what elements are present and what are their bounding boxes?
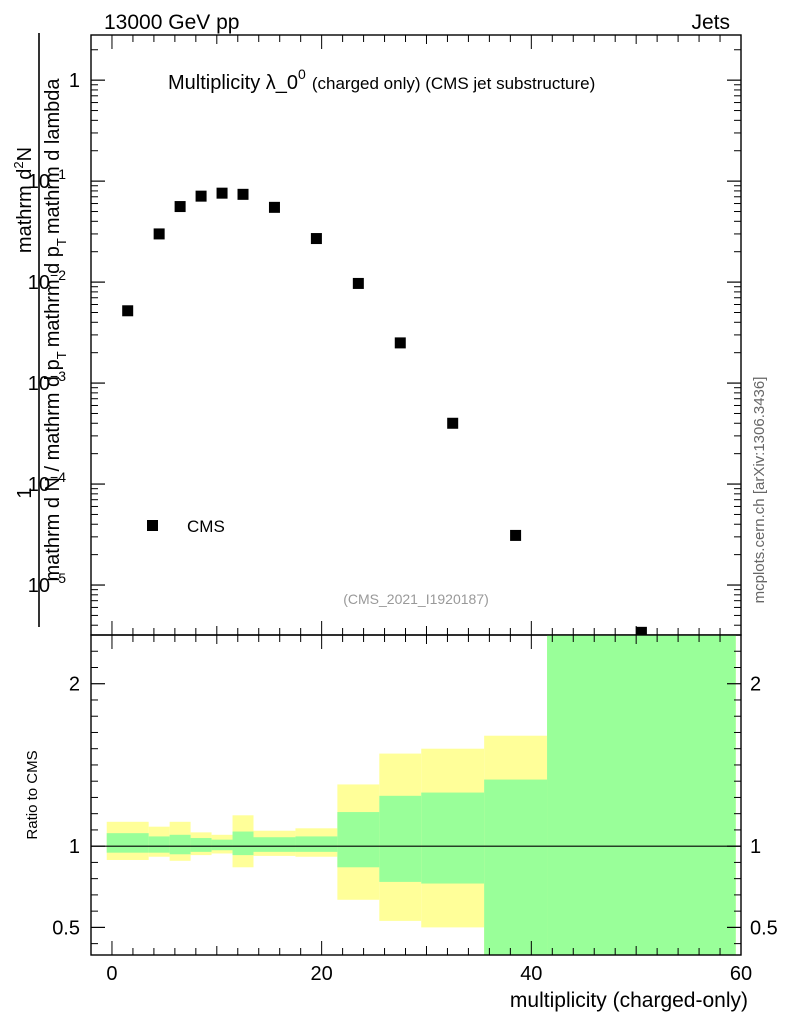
x-tick-label: 20 [311,963,333,985]
y-label-one: 1 [14,487,36,498]
header-left: 13000 GeV pp [104,11,239,34]
y-label-den-right: mathrm d p [42,246,64,347]
ratio-bands [106,635,736,955]
ratio-inner-band [169,834,191,855]
ratio-inner-band [295,836,338,852]
ratio-inner-band [253,837,296,852]
y-label-den-left: mathrm d N / mathrm d p [42,359,64,581]
x-tick-label: 60 [730,963,752,985]
ratio-inner-band [211,839,233,851]
y-tick-label: 1 [69,70,80,92]
data-point [268,201,280,213]
ratio-y-label: Ratio to CMS [24,750,41,839]
y-label-den-right-tail: mathrm d lambda [42,78,64,234]
data-point [216,187,228,199]
data-point [153,228,165,240]
data-point [352,277,364,289]
ratio-y-tick-label-right: 0.5 [750,917,778,939]
data-point [447,417,459,429]
ratio-inner-band [337,812,380,868]
legend-marker [147,520,158,531]
ratio-inner-band [190,838,212,852]
y-label-numerator-right: N [14,147,36,161]
y-label-den-right-sub: T [54,238,69,246]
plot-title: Multiplicity λ_00 (charged only) (CMS jet… [168,66,595,94]
x-tick-label: 0 [106,963,117,985]
y-label-numerator-left: mathrm d [14,169,36,253]
data-point [122,305,134,317]
ratio-frame [90,634,742,956]
y-label-denominator: mathrm d N / mathrm d pTmathrm d pTmathr… [42,78,69,582]
ratio-inner-band [547,635,736,955]
ratio-y-tick-label: 0.5 [52,917,80,939]
ratio-panel: 0.5 0.51 12 20 20 40 60 [52,634,778,985]
y-label-den-left-sub: T [54,351,69,359]
data-point [174,201,186,213]
side-credit: mcplots.cern.ch [arXiv:1306.3436] [751,377,768,604]
main-plot-y-ticks: 110−110−210−310−410−5 [28,35,742,635]
plot-title-sup: 0 [298,66,306,82]
ratio-inner-band [379,795,422,882]
ratio-y-tick-label: 1 [69,836,80,858]
y-label-numerator: mathrm d2N [11,147,36,253]
data-point [195,190,207,202]
data-point [237,188,249,200]
ratio-inner-band [106,833,149,853]
ratio-ticks: 0.5 0.51 12 20 20 40 60 [52,635,778,985]
ratio-inner-band [232,831,254,856]
x-axis-label: multiplicity (charged-only) [510,989,748,1012]
y-label-numerator-exp: 2 [11,161,26,168]
data-point [394,337,406,349]
data-point [510,529,522,541]
plot-title-main: Multiplicity λ_0 [168,72,298,94]
analysis-id: (CMS_2021_I1920187) [343,591,489,607]
main-plot-panel: 110−110−210−310−410−5 Multiplicity λ_00(… [28,34,742,638]
data-point [310,233,322,245]
ratio-y-tick-label-right: 2 [750,674,761,696]
main-y-axis-label: 1 mathrm d2N mathrm d N / mathrm d pTmat… [11,33,69,627]
legend-label: CMS [187,517,225,536]
main-plot-frame [90,34,742,636]
ratio-y-tick-label-right: 1 [750,836,761,858]
ratio-inner-band [484,779,548,955]
ratio-inner-band [421,792,485,884]
plot-subtitle: (charged only) (CMS jet substructure) [312,74,595,93]
data-point [635,626,647,638]
header-right: Jets [691,11,730,34]
ratio-inner-band [148,836,170,853]
x-tick-label: 40 [520,963,542,985]
main-plot-marks [122,187,647,638]
ratio-y-tick-label: 2 [69,674,80,696]
